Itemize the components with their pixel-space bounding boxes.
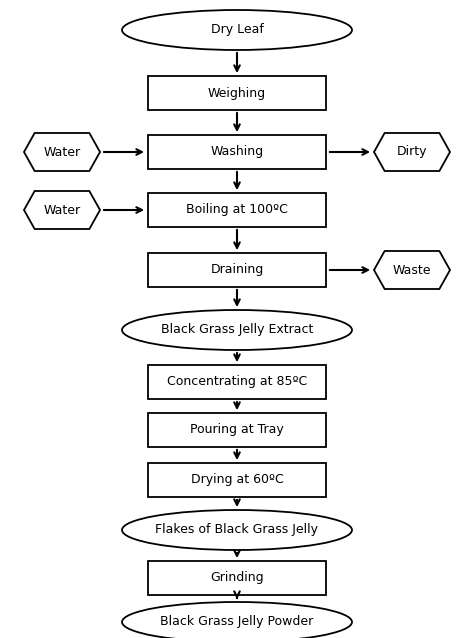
Ellipse shape — [122, 510, 352, 550]
Text: Pouring at Tray: Pouring at Tray — [190, 424, 284, 436]
Polygon shape — [374, 133, 450, 171]
Text: Boiling at 100ºC: Boiling at 100ºC — [186, 204, 288, 216]
Ellipse shape — [122, 10, 352, 50]
Bar — [148, 253, 326, 287]
Text: Washing: Washing — [210, 145, 264, 158]
Text: Water: Water — [44, 145, 81, 158]
Text: Dirty: Dirty — [397, 145, 427, 158]
Bar — [148, 463, 326, 497]
Text: Weighing: Weighing — [208, 87, 266, 100]
Text: Draining: Draining — [210, 263, 264, 276]
Text: Black Grass Jelly Powder: Black Grass Jelly Powder — [160, 616, 314, 628]
Polygon shape — [24, 191, 100, 229]
Text: Water: Water — [44, 204, 81, 216]
Polygon shape — [374, 251, 450, 289]
Ellipse shape — [122, 602, 352, 638]
Text: Dry Leaf: Dry Leaf — [210, 24, 264, 36]
Bar — [148, 76, 326, 110]
Bar — [148, 135, 326, 169]
Text: Grinding: Grinding — [210, 572, 264, 584]
Text: Drying at 60ºC: Drying at 60ºC — [191, 473, 283, 487]
Ellipse shape — [122, 310, 352, 350]
Bar — [148, 193, 326, 227]
Text: Waste: Waste — [393, 263, 431, 276]
Bar — [148, 413, 326, 447]
Bar — [148, 365, 326, 399]
Bar — [148, 561, 326, 595]
Text: Concentrating at 85ºC: Concentrating at 85ºC — [167, 376, 307, 389]
Text: Black Grass Jelly Extract: Black Grass Jelly Extract — [161, 323, 313, 336]
Polygon shape — [24, 133, 100, 171]
Text: Flakes of Black Grass Jelly: Flakes of Black Grass Jelly — [155, 524, 319, 537]
